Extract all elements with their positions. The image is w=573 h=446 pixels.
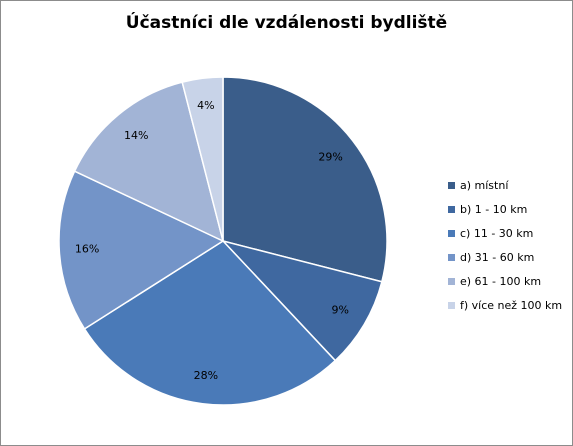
legend-label: e) 61 - 100 km [460, 274, 542, 288]
slice-data-label: 28% [194, 369, 218, 382]
slice-data-label: 9% [331, 303, 348, 316]
legend-item: e) 61 - 100 km [448, 269, 562, 293]
legend-swatch [448, 277, 455, 285]
legend-item: a) místní [448, 173, 562, 197]
legend-swatch [448, 229, 455, 237]
slice-data-label: 4% [197, 99, 214, 112]
legend-swatch [448, 253, 455, 261]
legend-item: b) 1 - 10 km [448, 197, 562, 221]
pie-slice [222, 76, 388, 283]
slice-data-label: 14% [124, 129, 148, 142]
legend-label: b) 1 - 10 km [460, 202, 528, 216]
chart-title: Účastníci dle vzdálenosti bydliště [125, 13, 448, 33]
legend-item: c) 11 - 30 km [448, 221, 562, 245]
slice-data-label: 16% [75, 243, 99, 256]
legend-item: f) více než 100 km [448, 293, 562, 317]
pie-slice [73, 81, 225, 243]
legend-label: f) více než 100 km [460, 298, 563, 312]
pie-slice [181, 76, 224, 242]
legend-swatch [448, 205, 455, 213]
legend-item: d) 31 - 60 km [448, 245, 562, 269]
legend-swatch [448, 301, 455, 309]
legend-label: d) 31 - 60 km [460, 250, 535, 264]
legend-label: a) místní [460, 178, 509, 192]
pie-slice [58, 170, 225, 330]
slice-data-label: 29% [318, 151, 342, 164]
legend-swatch [448, 181, 455, 189]
pie-slice [220, 239, 383, 362]
legend-label: c) 11 - 30 km [460, 226, 534, 240]
legend: a) místní b) 1 - 10 km c) 11 - 30 km d) 31 … [448, 173, 562, 317]
pie-slice [83, 240, 337, 406]
